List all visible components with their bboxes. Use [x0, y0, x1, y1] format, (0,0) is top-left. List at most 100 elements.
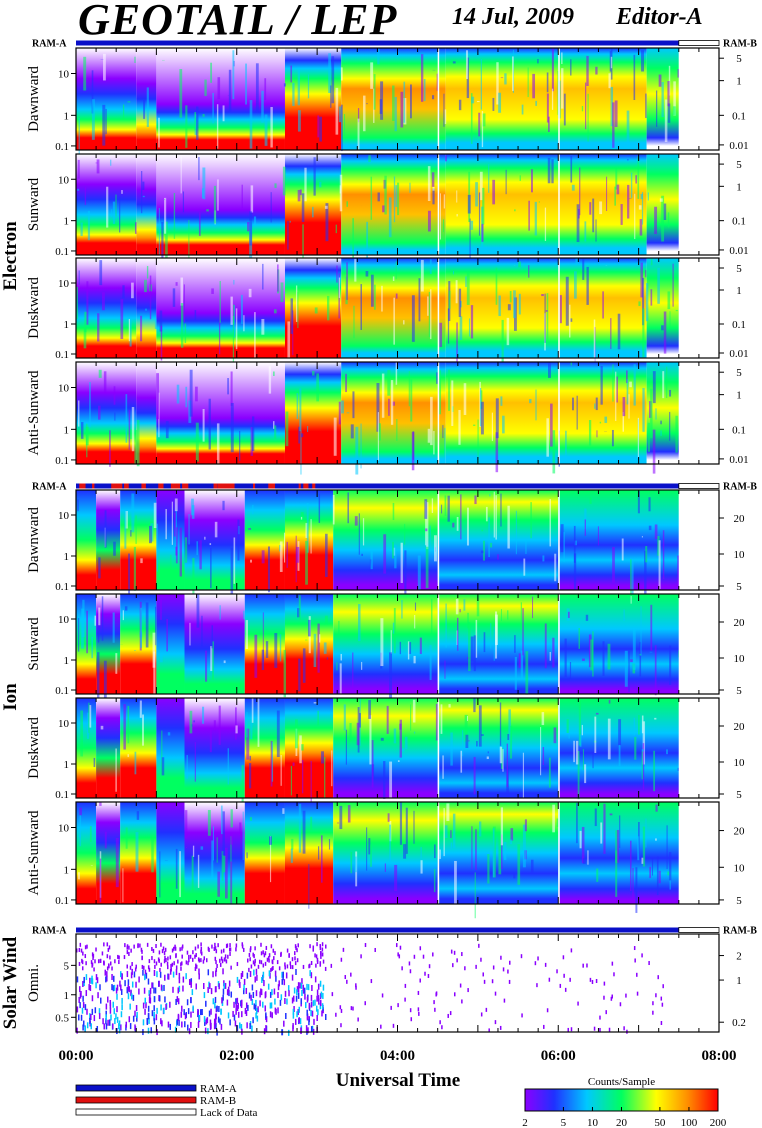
y-right-tick-label: 0.01 [729, 454, 748, 466]
y-right-tick-label: 5 [736, 159, 742, 171]
y-right-tick-label: 0.1 [732, 110, 746, 122]
y-right-tick-label: 5 [736, 53, 742, 65]
legend-swatch [75, 1084, 197, 1092]
status-bar-solar [76, 927, 679, 933]
status-label-left: RAM-A [32, 926, 67, 937]
y-tick-label: 0.1 [55, 685, 69, 697]
group-label: Ion [0, 683, 21, 711]
colorbar-tick-label: 50 [654, 1117, 666, 1128]
panel-electron-dawnward [76, 48, 719, 168]
y-tick-label: 0.1 [55, 349, 69, 361]
group-label: Solar Wind [0, 936, 21, 1029]
chart-date: 14 Jul, 2009 [452, 4, 575, 30]
y-tick-label: 1 [64, 216, 70, 228]
x-tick-label: 08:00 [702, 1048, 737, 1064]
y-tick-label: 1 [64, 110, 70, 122]
y-tick-label: 1 [64, 990, 70, 1002]
y-tick-label: 10 [58, 510, 70, 522]
y-tick-label: 1 [64, 655, 70, 667]
y-right-tick-label: 0.01 [729, 245, 748, 257]
colorbar-title: Counts/Sample [588, 1076, 655, 1088]
y-tick-label: 10 [58, 278, 70, 290]
x-tick-label: 06:00 [541, 1048, 576, 1064]
y-right-tick-label: 10 [734, 653, 746, 665]
y-tick-label: 10 [58, 823, 70, 835]
status-label-left: RAM-A [32, 482, 67, 493]
y-right-tick-label: 0.1 [732, 424, 746, 436]
colorbar-tick-label: 5 [561, 1117, 567, 1128]
y-tick-label: 0.1 [55, 895, 69, 907]
y-right-tick-label: 1 [736, 285, 742, 297]
panel-electron-sunward [76, 154, 719, 274]
panel-label: Sunward [26, 617, 42, 671]
y-tick-label: 10 [58, 614, 70, 626]
y-tick-label: 1 [64, 759, 70, 771]
y-tick-label: 0.5 [55, 1012, 69, 1024]
panel-label: Anti-Sunward [26, 810, 42, 895]
panel-ion-anti-sunward [76, 802, 719, 919]
y-tick-label: 1 [64, 319, 70, 331]
group-label: Electron [0, 221, 21, 291]
y-right-tick-label: 5 [736, 581, 742, 593]
y-right-tick-label: 5 [736, 263, 742, 275]
x-tick-label: 02:00 [219, 1048, 254, 1064]
y-right-tick-label: 0.2 [732, 1017, 746, 1029]
panel-ion-sunward [76, 594, 719, 711]
colorbar-tick-label: 2 [522, 1117, 528, 1128]
panel-solar-omni. [76, 934, 719, 1036]
x-tick-label: 00:00 [59, 1048, 94, 1064]
y-right-tick-label: 5 [736, 685, 742, 697]
y-tick-label: 1 [64, 551, 70, 563]
y-tick-label: 1 [64, 424, 70, 436]
y-right-tick-label: 0.01 [729, 140, 748, 152]
y-right-tick-label: 20 [734, 721, 746, 733]
y-right-tick-label: 20 [734, 513, 746, 525]
y-right-tick-label: 5 [736, 895, 742, 907]
y-tick-label: 0.1 [55, 141, 69, 153]
y-tick-label: 0.1 [55, 789, 69, 801]
y-right-tick-label: 10 [734, 549, 746, 561]
y-tick-label: 0.1 [55, 581, 69, 593]
x-axis-label: Universal Time [336, 1070, 460, 1091]
panel-label: Dawnward [26, 507, 42, 573]
colorbar-tick-label: 100 [681, 1117, 698, 1128]
status-label-right: RAM-B [723, 926, 757, 937]
status-bar-electron [76, 40, 679, 46]
y-right-tick-label: 5 [736, 367, 742, 379]
colorbar-tick-label: 20 [616, 1117, 628, 1128]
y-tick-label: 0.1 [55, 246, 69, 258]
y-tick-label: 1 [64, 864, 70, 876]
x-tick-label: 04:00 [380, 1048, 415, 1064]
panel-electron-duskward [76, 258, 719, 372]
y-right-tick-label: 1 [736, 76, 742, 88]
status-label-right: RAM-B [723, 39, 757, 50]
y-right-tick-label: 5 [736, 789, 742, 801]
panel-label: Sunward [26, 177, 42, 231]
panel-ion-duskward [76, 698, 719, 806]
legend-swatch [75, 1096, 197, 1104]
y-right-tick-label: 1 [736, 975, 742, 987]
status-label-right: RAM-B [723, 482, 757, 493]
panel-label: Dawnward [26, 66, 42, 132]
y-right-tick-label: 1 [736, 390, 742, 402]
y-right-tick-label: 0.01 [729, 348, 748, 360]
panel-label: Omni. [26, 964, 42, 1002]
y-tick-label: 10 [58, 69, 70, 81]
y-right-tick-label: 1 [736, 181, 742, 193]
legend-label: RAM-A [200, 1083, 237, 1095]
y-tick-label: 10 [58, 383, 70, 395]
y-right-tick-label: 0.1 [732, 319, 746, 331]
y-right-tick-label: 10 [734, 862, 746, 874]
legend-swatch [75, 1108, 197, 1116]
chart-editor: Editor-A [616, 4, 703, 30]
y-right-tick-label: 10 [734, 757, 746, 769]
y-tick-label: 5 [64, 960, 70, 972]
panel-electron-anti-sunward [76, 362, 719, 475]
y-tick-label: 0.1 [55, 455, 69, 467]
legend-label: RAM-B [200, 1095, 236, 1107]
status-label-left: RAM-A [32, 39, 67, 50]
legend-label: Lack of Data [200, 1107, 258, 1119]
y-right-tick-label: 20 [734, 826, 746, 838]
y-right-tick-label: 2 [736, 951, 742, 963]
